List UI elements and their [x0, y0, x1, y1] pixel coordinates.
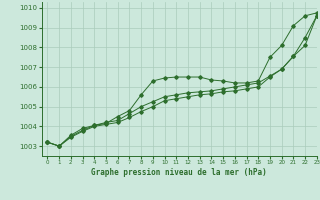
- X-axis label: Graphe pression niveau de la mer (hPa): Graphe pression niveau de la mer (hPa): [91, 168, 267, 177]
